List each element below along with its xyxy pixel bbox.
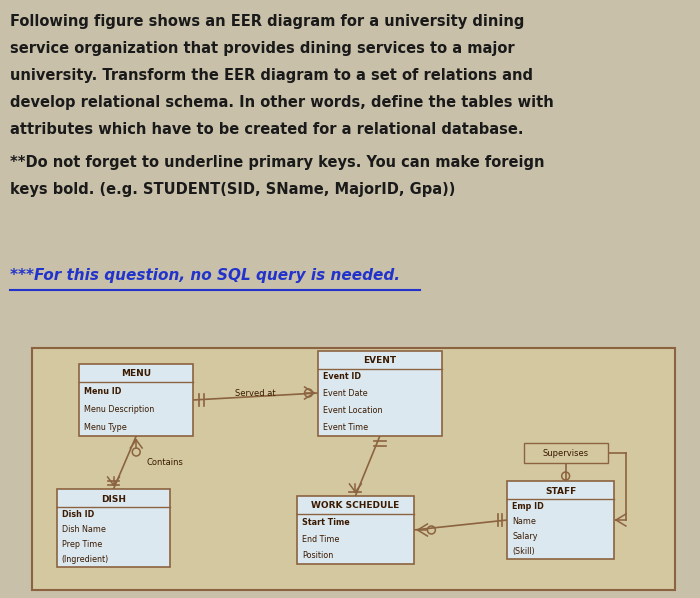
Text: Served at: Served at: [235, 389, 276, 398]
FancyBboxPatch shape: [508, 481, 614, 559]
Text: Position: Position: [302, 551, 333, 560]
FancyBboxPatch shape: [318, 350, 442, 435]
FancyBboxPatch shape: [80, 364, 193, 436]
Text: develop relational schema. In other words, define the tables with: develop relational schema. In other word…: [10, 95, 554, 110]
Text: Emp ID: Emp ID: [512, 502, 544, 511]
Text: service organization that provides dining services to a major: service organization that provides dinin…: [10, 41, 514, 56]
FancyBboxPatch shape: [524, 443, 608, 463]
Text: (Ingredient): (Ingredient): [62, 555, 109, 564]
Text: Dish ID: Dish ID: [62, 510, 94, 519]
Text: WORK SCHEDULE: WORK SCHEDULE: [312, 502, 400, 511]
Text: End Time: End Time: [302, 535, 340, 544]
Text: Name: Name: [512, 517, 536, 526]
Text: keys bold. (e.g. STUDENT(SID, SName, MajorID, Gpa)): keys bold. (e.g. STUDENT(SID, SName, Maj…: [10, 182, 455, 197]
Text: EVENT: EVENT: [363, 356, 397, 365]
Text: Following figure shows an EER diagram for a university dining: Following figure shows an EER diagram fo…: [10, 14, 524, 29]
Text: MENU: MENU: [121, 370, 151, 379]
FancyBboxPatch shape: [297, 496, 414, 564]
Text: Event Time: Event Time: [323, 423, 368, 432]
Text: Event ID: Event ID: [323, 373, 361, 382]
Text: Event Date: Event Date: [323, 389, 368, 398]
Text: Dish Name: Dish Name: [62, 525, 106, 534]
FancyBboxPatch shape: [57, 489, 170, 567]
Text: STAFF: STAFF: [545, 487, 576, 496]
Text: Menu Description: Menu Description: [85, 404, 155, 413]
Text: DISH: DISH: [101, 495, 126, 504]
Text: (Skill): (Skill): [512, 547, 535, 556]
Text: university. Transform the EER diagram to a set of relations and: university. Transform the EER diagram to…: [10, 68, 533, 83]
Text: Contains: Contains: [146, 458, 183, 467]
Text: **Do not forget to underline primary keys. You can make foreign: **Do not forget to underline primary key…: [10, 155, 545, 170]
Text: ***For this question, no SQL query is needed.: ***For this question, no SQL query is ne…: [10, 268, 400, 283]
Text: Supervises: Supervises: [542, 448, 589, 457]
Text: attributes which have to be created for a relational database.: attributes which have to be created for …: [10, 122, 524, 137]
Text: Prep Time: Prep Time: [62, 540, 102, 549]
Text: Event Location: Event Location: [323, 406, 383, 415]
FancyBboxPatch shape: [32, 348, 676, 590]
Text: Menu Type: Menu Type: [85, 423, 127, 432]
Text: Salary: Salary: [512, 532, 538, 541]
Text: Start Time: Start Time: [302, 518, 350, 527]
Text: Menu ID: Menu ID: [85, 386, 122, 395]
